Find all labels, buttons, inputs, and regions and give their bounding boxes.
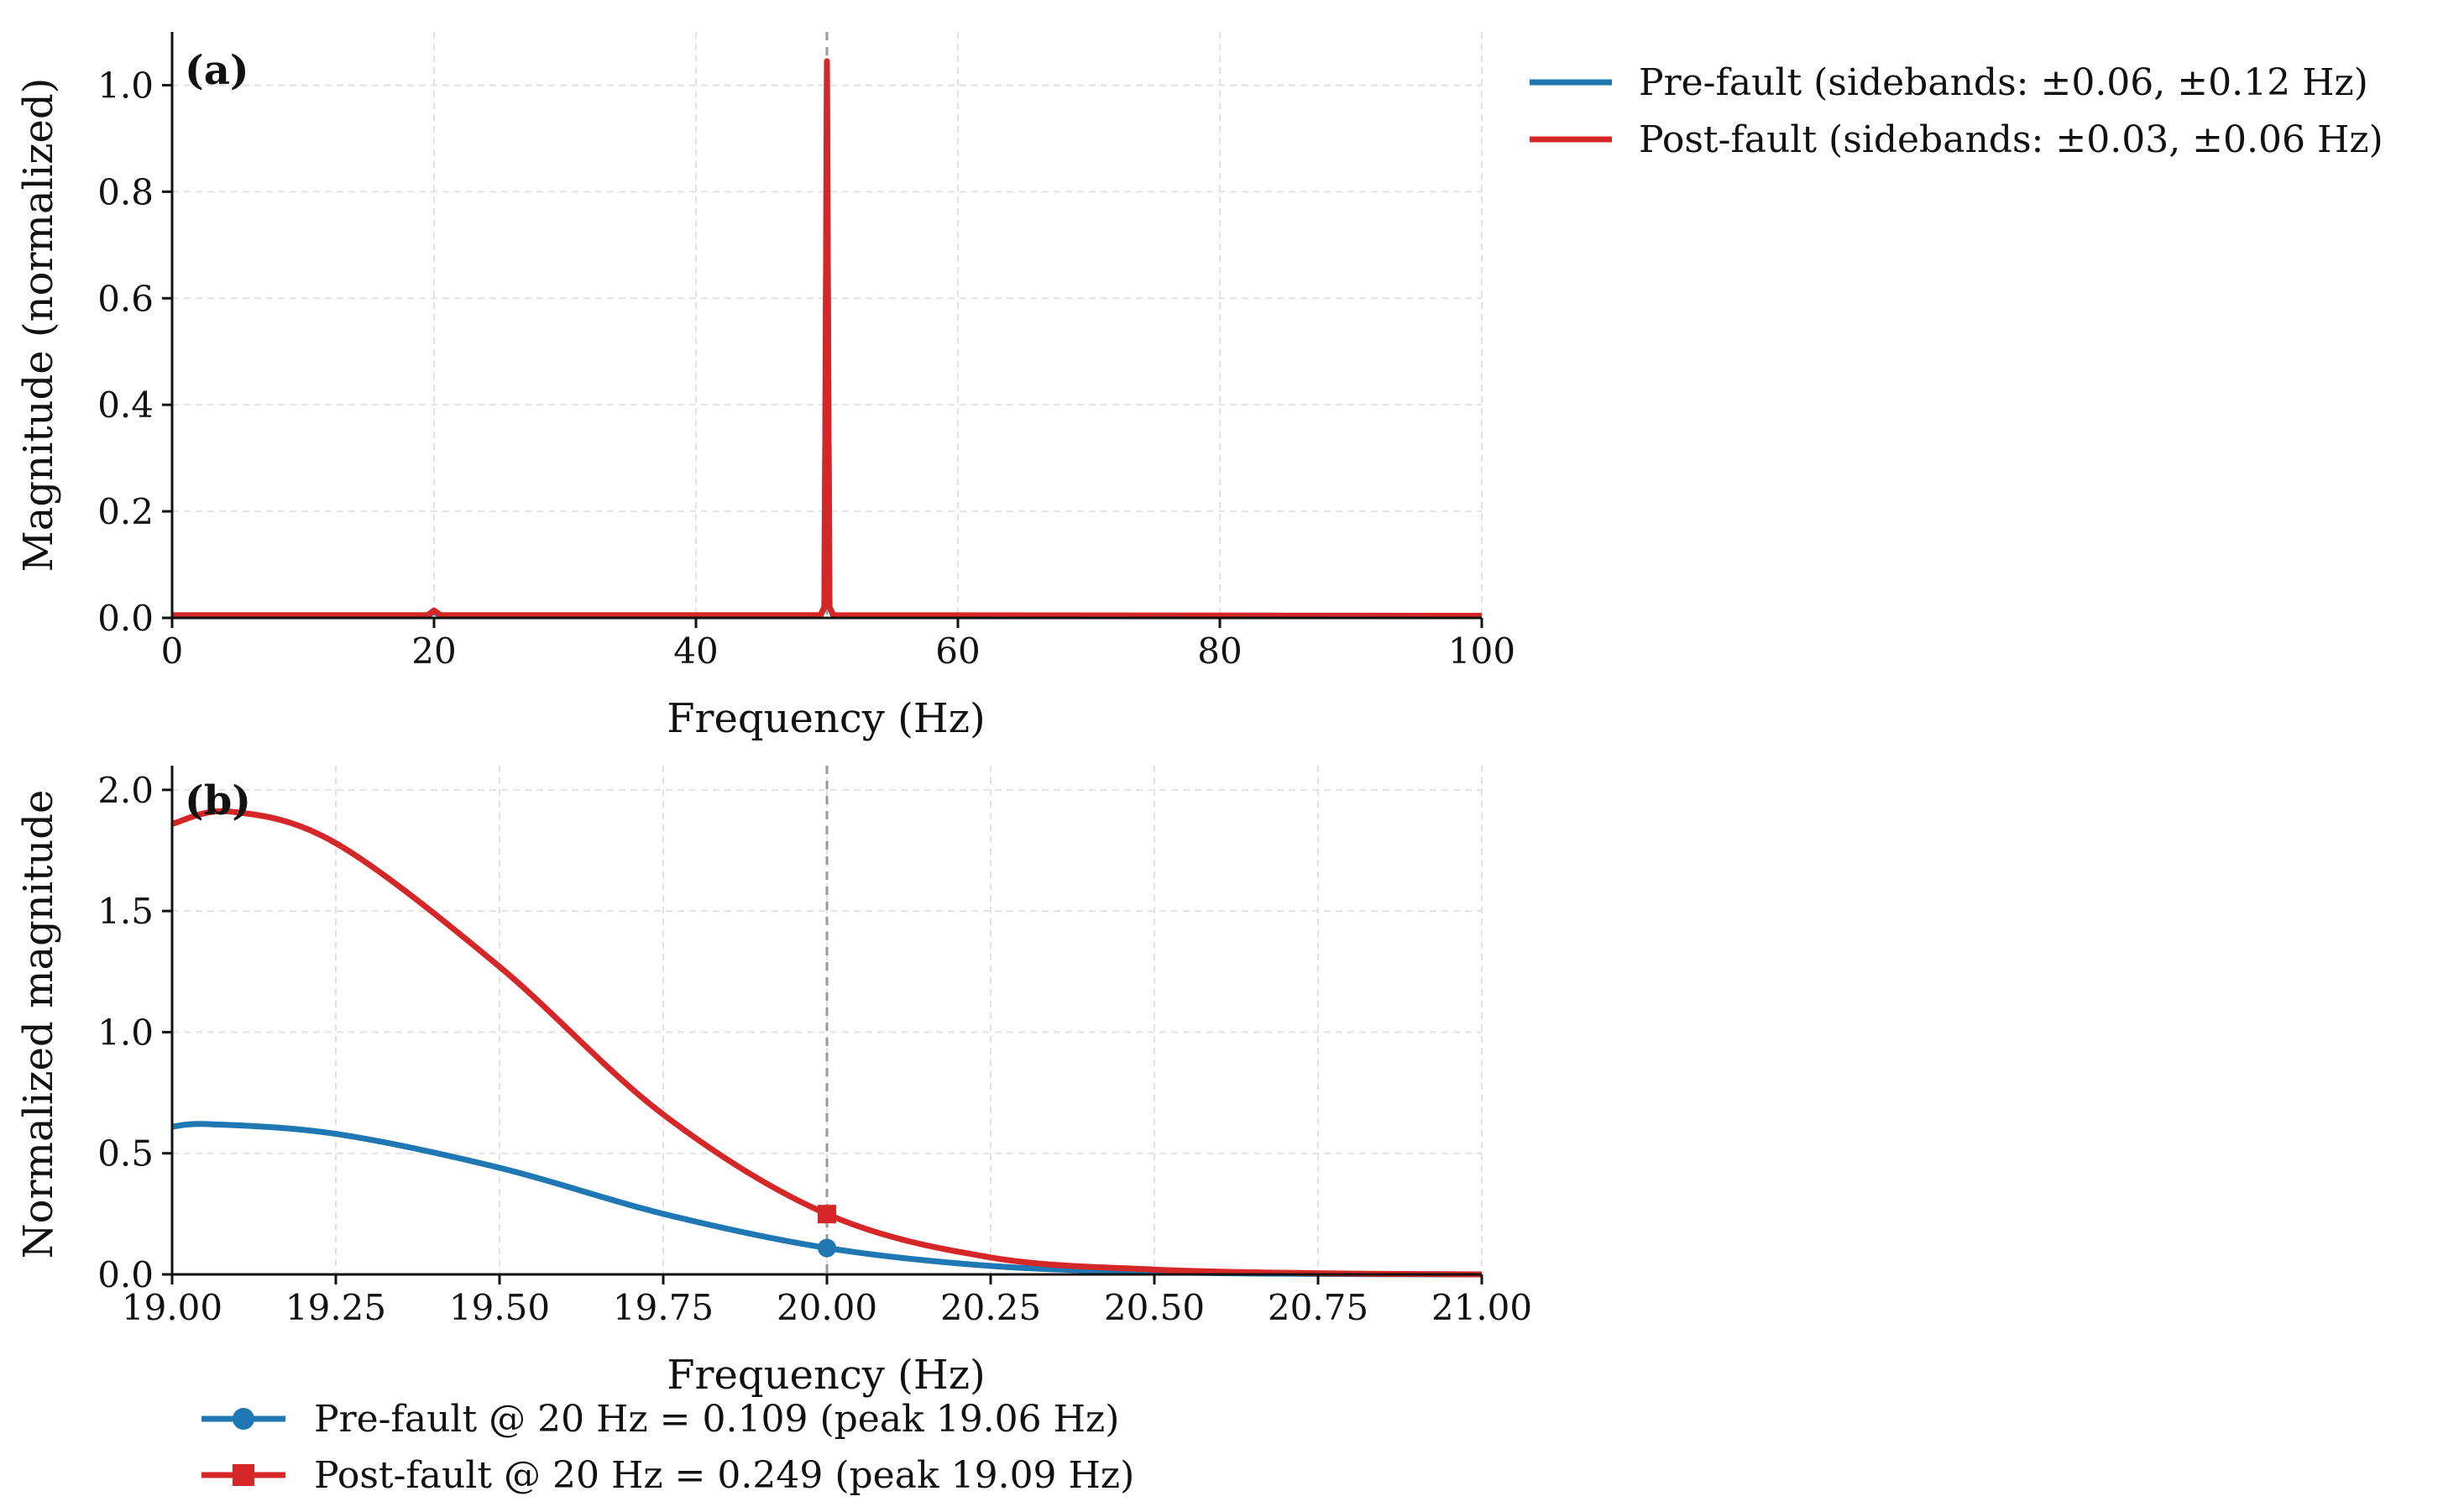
pre-fault-marker	[818, 1238, 836, 1258]
panel-a-x-axis-label: Frequency (Hz)	[667, 695, 985, 742]
x-tick-label: 19.00	[122, 1287, 222, 1328]
panel-a-series	[172, 58, 1483, 619]
panel-a-label: (a)	[185, 47, 249, 94]
x-tick-label: 19.25	[285, 1287, 386, 1328]
x-tick-label: 20.75	[1268, 1287, 1368, 1328]
x-tick-label: 60	[935, 630, 980, 672]
legend-pre-fault-label: Pre-fault (sidebands: ±0.06, ±0.12 Hz)	[1639, 61, 2368, 104]
x-tick-label: 40	[673, 630, 718, 672]
legend-b-post-fault-label: Post-fault @ 20 Hz = 0.249 (peak 19.09 H…	[314, 1454, 1134, 1497]
x-tick-label: 19.50	[449, 1287, 550, 1328]
series-line-post-fault	[171, 808, 1483, 1278]
y-tick-label: 2.0	[97, 770, 154, 811]
y-tick-label: 0.4	[97, 385, 154, 426]
y-tick-label: 1.5	[97, 891, 154, 932]
x-tick-label: 0	[161, 630, 184, 672]
y-tick-label: 0.5	[97, 1133, 154, 1175]
panel-b: 19.00 19.25 19.50 19.75 20.00 20.25 20.50 20.75…	[15, 766, 1532, 1399]
panel-a: 0 20 40 60 80 100 0.0 0.2 0.4 0.6 0.8 1.0 (a) Frequ…	[15, 32, 1515, 742]
x-tick-label: 20.25	[940, 1287, 1041, 1328]
x-tick-label: 80	[1197, 630, 1242, 672]
x-tick-label: 20	[411, 630, 456, 672]
series-line-post-fault	[172, 58, 1483, 619]
legend-b-pre-fault-marker	[233, 1408, 254, 1430]
x-tick-label: 19.75	[613, 1287, 714, 1328]
legend-b-post-fault-marker	[233, 1464, 254, 1486]
x-tick-label: 100	[1448, 630, 1515, 672]
y-tick-label: 0.0	[97, 598, 154, 639]
panel-b-x-axis-label: Frequency (Hz)	[667, 1352, 985, 1399]
y-tick-label: 0.6	[97, 278, 154, 319]
post-fault-marker	[818, 1205, 836, 1224]
panel-a-legend: Pre-fault (sidebands: ±0.06, ±0.12 Hz) P…	[1530, 61, 2383, 161]
panel-b-y-axis-label: Normalized magnitude	[15, 790, 62, 1259]
x-tick-label: 20.00	[777, 1287, 877, 1328]
panel-a-y-axis-label: Magnitude (normalized)	[15, 78, 62, 573]
panel-a-ticks: 0 20 40 60 80 100 0.0 0.2 0.4 0.6 0.8 1.0	[97, 65, 1515, 672]
panel-b-label: (b)	[185, 777, 251, 824]
y-tick-label: 0.0	[97, 1254, 154, 1295]
x-tick-label: 21.00	[1431, 1287, 1532, 1328]
panel-a-axes	[170, 32, 1482, 620]
y-tick-label: 1.0	[97, 65, 154, 106]
panel-b-legend: Pre-fault @ 20 Hz = 0.109 (peak 19.06 Hz…	[201, 1398, 1134, 1497]
legend-post-fault-label: Post-fault (sidebands: ±0.03, ±0.06 Hz)	[1639, 118, 2383, 161]
legend-b-pre-fault-label: Pre-fault @ 20 Hz = 0.109 (peak 19.06 Hz…	[314, 1398, 1119, 1441]
x-tick-label: 20.50	[1104, 1287, 1205, 1328]
y-tick-label: 0.8	[97, 171, 154, 212]
panel-b-markers	[818, 1205, 836, 1258]
y-tick-label: 0.2	[97, 491, 154, 532]
panel-b-ticks: 19.00 19.25 19.50 19.75 20.00 20.25 20.50 20.75…	[97, 770, 1532, 1328]
y-tick-label: 1.0	[97, 1012, 154, 1053]
